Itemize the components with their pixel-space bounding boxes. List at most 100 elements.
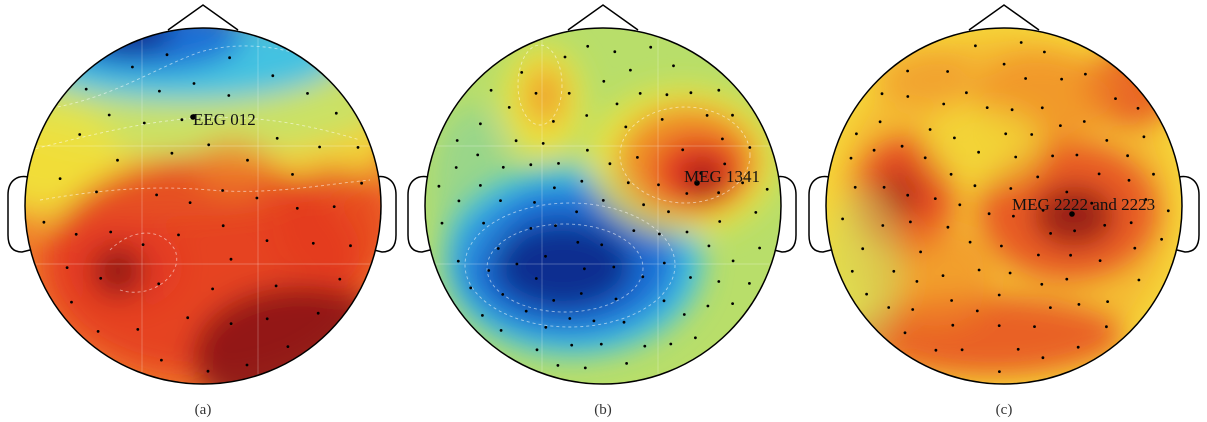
sensor-dot (520, 71, 524, 74)
sensor-dot (1019, 41, 1023, 44)
sensor-dot (667, 210, 670, 214)
sensor-dot (881, 224, 885, 227)
sensor-dot (579, 292, 583, 295)
sensor-dot (865, 292, 868, 296)
sensor-dot (306, 92, 309, 95)
sensor-dot (641, 275, 645, 279)
sensor-dot (853, 185, 857, 189)
sensor-dot (1084, 72, 1087, 76)
sensor-dot (658, 232, 661, 236)
sensor-dot (626, 181, 630, 185)
sensor-dot (669, 342, 673, 346)
sensor-dot (1160, 237, 1163, 241)
sensor-dot (211, 287, 215, 291)
panel-c-topomap (826, 28, 1182, 384)
panel-b-field-region (433, 106, 513, 266)
sensor-dot (878, 120, 882, 124)
sensor-dot (614, 297, 618, 301)
sensor-dot (42, 220, 46, 224)
sensor-dot (880, 92, 884, 96)
sensor-dot (1082, 120, 1086, 123)
sensor-dot (1010, 108, 1014, 112)
sensor-dot (985, 106, 989, 109)
sensor-dot (1127, 178, 1131, 182)
sensor-dot (274, 284, 278, 288)
panel-a-caption: (a) (195, 402, 212, 418)
sensor-dot (974, 44, 977, 48)
sensor-dot (207, 143, 211, 147)
sensor-dot (689, 91, 693, 95)
sensor-dot (246, 158, 249, 162)
sensor-dot (1076, 345, 1080, 349)
sensor-dot (586, 44, 590, 48)
sensor-dot (933, 197, 937, 201)
sensor-dot (563, 55, 567, 59)
sensor-dot (1105, 139, 1109, 142)
panel-c-marker (1069, 211, 1075, 217)
panel-b-sensors (437, 44, 769, 370)
sensor-dot (533, 201, 536, 204)
sensor-dot (291, 173, 294, 176)
sensor-dot (487, 269, 491, 272)
sensor-dot (157, 282, 161, 286)
sensor-dot (524, 309, 528, 313)
sensor-dot (136, 328, 140, 331)
panel-b-field-region (685, 160, 721, 196)
sensor-dot (643, 344, 647, 348)
sensor-dot (707, 244, 711, 248)
sensor-dot (499, 199, 502, 203)
sensor-dot (592, 319, 596, 323)
sensor-dot (1041, 208, 1045, 212)
panel-c-sensors (841, 41, 1170, 373)
sensor-dot (1126, 154, 1129, 158)
sensor-dot (946, 70, 949, 73)
sensor-dot (583, 267, 586, 271)
sensor-dot (946, 225, 950, 229)
sensor-dot (1051, 154, 1054, 158)
sensor-dot (556, 364, 560, 367)
sensor-dot (941, 274, 945, 277)
sensor-dot (949, 172, 953, 176)
panel-c: MEG 2222 and 2223 (c) (808, 4, 1200, 418)
sensor-dot (1002, 62, 1006, 66)
sensor-dot (1073, 229, 1076, 233)
sensor-dot (221, 224, 225, 228)
sensor-dot (615, 102, 619, 106)
sensor-dot (78, 133, 82, 136)
sensor-dot (109, 230, 113, 234)
sensor-dot (998, 370, 1001, 373)
sensor-dot (1014, 155, 1018, 159)
panel-b-sensor-label: MEG 1341 (684, 167, 760, 186)
sensor-dot (1166, 209, 1170, 213)
sensor-dot (887, 306, 891, 309)
sensor-dot (1142, 135, 1146, 139)
sensor-dot (629, 68, 632, 72)
sensor-dot (717, 88, 721, 92)
panel-b-marker (694, 180, 700, 186)
sensor-dot (479, 122, 482, 126)
sensor-dot (552, 299, 556, 302)
panel-a-scalp (24, 27, 382, 385)
sensor-dot (338, 277, 342, 281)
sensor-dot (997, 324, 1001, 327)
sensor-dot (731, 259, 735, 263)
sensor-dot (723, 162, 727, 166)
sensor-dot (1049, 232, 1052, 235)
panel-a-field-region (93, 246, 143, 296)
sensor-dot (529, 227, 533, 230)
sensor-dot (1103, 223, 1107, 227)
sensor-dot (349, 244, 352, 248)
sensor-dot (58, 177, 62, 181)
sensor-dot (599, 342, 603, 346)
sensor-dot (882, 185, 886, 189)
sensor-dot (906, 193, 910, 197)
sensor-dot (841, 217, 844, 221)
sensor-dot (625, 362, 628, 365)
sensor-dot (1069, 253, 1072, 257)
sensor-dot (142, 121, 146, 125)
sensor-dot (356, 146, 360, 149)
sensor-dot (665, 93, 669, 97)
sensor-dot (70, 300, 73, 304)
sensor-dot (660, 118, 664, 121)
